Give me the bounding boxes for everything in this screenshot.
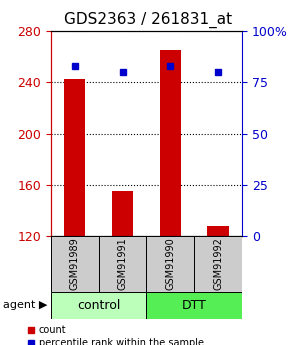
FancyBboxPatch shape — [194, 236, 242, 292]
Text: GSM91992: GSM91992 — [213, 237, 223, 290]
FancyBboxPatch shape — [146, 292, 242, 319]
Text: agent ▶: agent ▶ — [3, 300, 47, 310]
Text: GSM91990: GSM91990 — [165, 238, 175, 290]
Bar — [64, 79, 86, 236]
FancyBboxPatch shape — [146, 236, 194, 292]
Text: GDS2363 / 261831_at: GDS2363 / 261831_at — [64, 12, 232, 28]
Legend: count, percentile rank within the sample: count, percentile rank within the sample — [28, 325, 204, 345]
Text: DTT: DTT — [182, 299, 207, 312]
Text: GSM91989: GSM91989 — [70, 238, 80, 290]
FancyBboxPatch shape — [51, 292, 146, 319]
Text: control: control — [77, 299, 120, 312]
Bar — [207, 226, 229, 236]
Bar — [160, 50, 181, 236]
Text: GSM91991: GSM91991 — [117, 238, 128, 290]
Bar — [112, 191, 133, 236]
FancyBboxPatch shape — [51, 236, 99, 292]
FancyBboxPatch shape — [99, 236, 146, 292]
